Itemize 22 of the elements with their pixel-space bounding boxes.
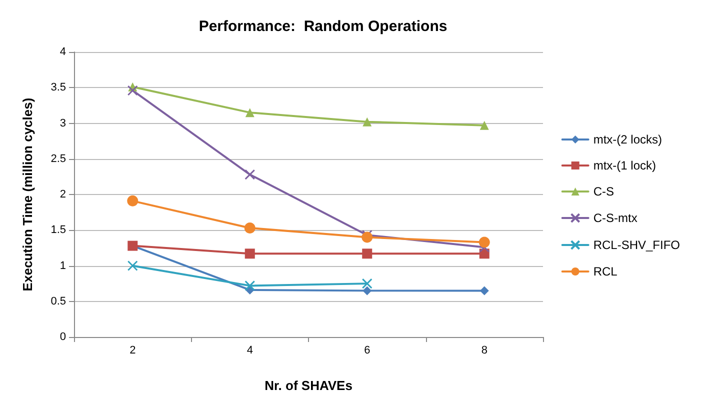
legend-label: C-S-mtx [593, 211, 638, 225]
chart-title: Performance: Random Operations [198, 18, 448, 35]
y-axis-title: Execution Time (million cycles) [20, 98, 35, 292]
x-tick-label: 4 [246, 344, 253, 356]
y-tick-label: 3 [60, 117, 66, 130]
y-tick-label: 0.5 [50, 295, 66, 308]
y-tick-label: 1 [60, 260, 66, 272]
y-tick-label: 3.5 [50, 82, 66, 94]
legend-label: RCL-SHV_FIFO [593, 238, 680, 252]
y-tick-label: 4 [60, 46, 66, 58]
x-tick-label: 2 [130, 344, 136, 356]
y-tick-label: 1.5 [50, 224, 66, 236]
y-tick-label: 2.5 [50, 152, 66, 165]
legend-label: mtx-(1 lock) [593, 158, 656, 172]
x-tick-label: 6 [364, 344, 370, 356]
legend-label: RCL [593, 264, 618, 278]
x-axis-title: Nr. of SHAVEs [264, 378, 352, 393]
legend-label: mtx-(2 locks) [593, 132, 662, 146]
y-tick-label: 0 [60, 331, 66, 343]
y-tick-label: 2 [60, 188, 66, 200]
legend-label: C-S [593, 184, 614, 198]
x-tick-label: 8 [481, 344, 488, 356]
